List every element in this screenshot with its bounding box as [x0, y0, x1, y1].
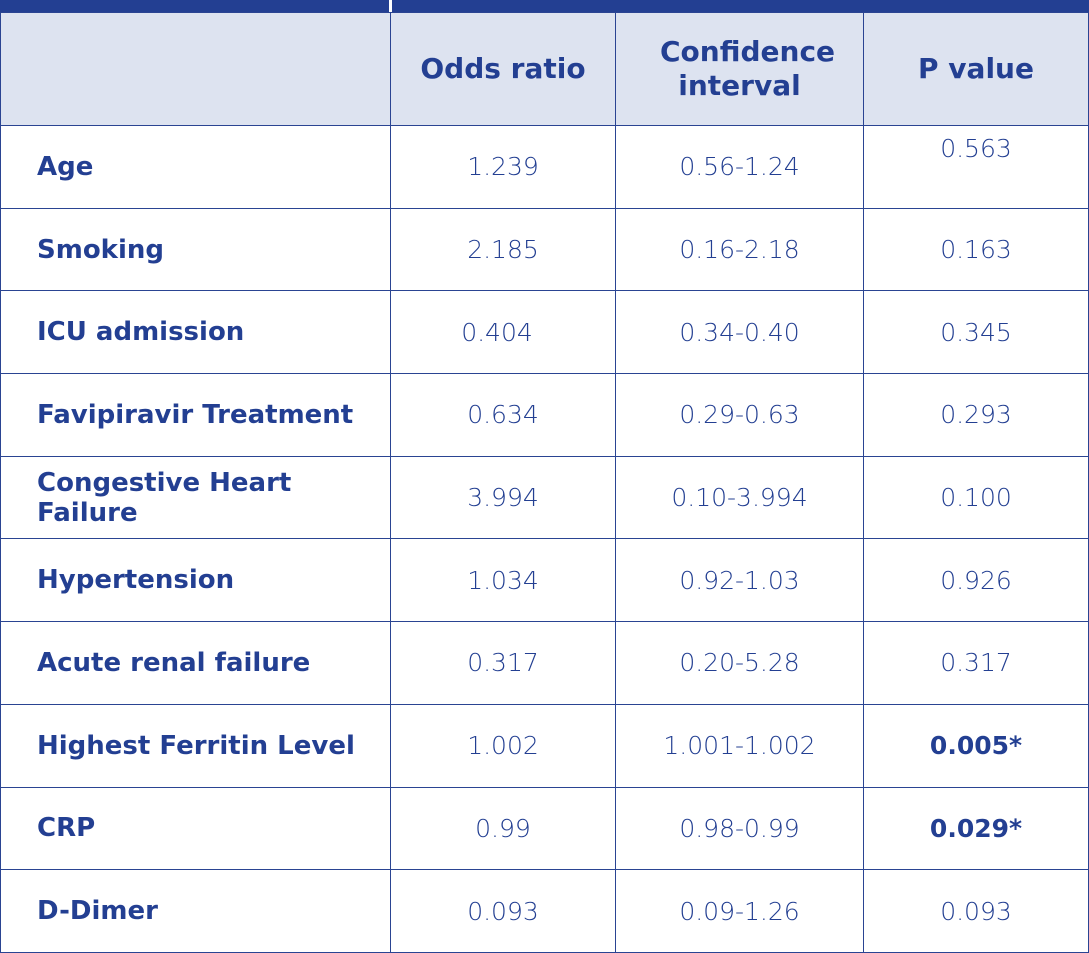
row-label: D-Dimer: [0, 869, 391, 953]
table-row: Hypertension 1.034 0.92-1.03 0.926: [0, 538, 1089, 623]
odds-ratio-cell: 3.994: [390, 455, 616, 540]
table-row: Age 1.239 0.56-1.24 0.563: [0, 125, 1089, 209]
regression-table: Odds ratio Confidence interval P value A…: [0, 12, 1089, 953]
table-row: D-Dimer 0.093 0.09-1.26 0.093: [0, 869, 1089, 953]
p-value-cell: 0.345: [863, 290, 1089, 375]
odds-ratio-cell: 0.99: [390, 786, 616, 871]
confidence-interval-cell: 0.20-5.28: [615, 621, 864, 705]
p-value-cell-significant: 0.005*: [863, 703, 1089, 788]
row-label: Hypertension: [0, 538, 391, 623]
confidence-interval-cell: 0.09-1.26: [615, 869, 864, 953]
header-variable: [0, 12, 391, 126]
p-value-cell: 0.093: [863, 869, 1089, 953]
header-row: Odds ratio Confidence interval P value: [0, 12, 1089, 126]
top-accent-bar: [0, 0, 1089, 12]
odds-ratio-cell: 0.317: [390, 621, 616, 705]
odds-ratio-cell: 2.185: [390, 207, 616, 292]
confidence-interval-cell: 0.56-1.24: [615, 125, 864, 209]
table-row: Acute renal failure 0.317 0.20-5.28 0.31…: [0, 621, 1089, 705]
table-row: Favipiravir Treatment 0.634 0.29-0.63 0.…: [0, 373, 1089, 457]
confidence-interval-cell: 0.29-0.63: [615, 373, 864, 457]
row-label: CRP: [0, 786, 391, 871]
table-row: ICU admission 0.404 0.34-0.40 0.345: [0, 290, 1089, 375]
row-label: Acute renal failure: [0, 621, 391, 705]
p-value-cell: 0.317: [863, 621, 1089, 705]
odds-ratio-cell: 0.634: [390, 373, 616, 457]
p-value-cell: 0.563: [863, 125, 1089, 209]
p-value-cell: 0.100: [863, 455, 1089, 540]
row-label: Smoking: [0, 207, 391, 292]
header-odds-ratio: Odds ratio: [390, 12, 616, 126]
table-row: CRP 0.99 0.98-0.99 0.029*: [0, 786, 1089, 871]
p-value-cell-significant: 0.029*: [863, 786, 1089, 871]
confidence-interval-cell: 0.34-0.40: [615, 290, 864, 375]
row-label: Favipiravir Treatment: [0, 373, 391, 457]
header-confidence-interval: Confidence interval: [615, 12, 864, 126]
odds-ratio-cell: 0.093: [390, 869, 616, 953]
confidence-interval-cell: 0.98-0.99: [615, 786, 864, 871]
odds-ratio-cell: 1.239: [390, 125, 616, 209]
table-row: Congestive Heart Failure 3.994 0.10-3.99…: [0, 455, 1089, 540]
confidence-interval-cell: 0.92-1.03: [615, 538, 864, 623]
top-bar-divider: [389, 0, 392, 12]
odds-ratio-cell: 0.404: [390, 290, 616, 375]
row-label: Congestive Heart Failure: [0, 455, 391, 540]
p-value-cell: 0.926: [863, 538, 1089, 623]
table-row: Smoking 2.185 0.16-2.18 0.163: [0, 207, 1089, 292]
odds-ratio-cell: 1.034: [390, 538, 616, 623]
row-label: ICU admission: [0, 290, 391, 375]
confidence-interval-cell: 0.10-3.994: [615, 455, 864, 540]
row-label: Age: [0, 125, 391, 209]
odds-ratio-cell: 1.002: [390, 703, 616, 788]
confidence-interval-cell: 0.16-2.18: [615, 207, 864, 292]
row-label: Highest Ferritin Level: [0, 703, 391, 788]
header-p-value: P value: [863, 12, 1089, 126]
p-value-cell: 0.163: [863, 207, 1089, 292]
table-row: Highest Ferritin Level 1.002 1.001-1.002…: [0, 703, 1089, 788]
p-value-cell: 0.293: [863, 373, 1089, 457]
confidence-interval-cell: 1.001-1.002: [615, 703, 864, 788]
